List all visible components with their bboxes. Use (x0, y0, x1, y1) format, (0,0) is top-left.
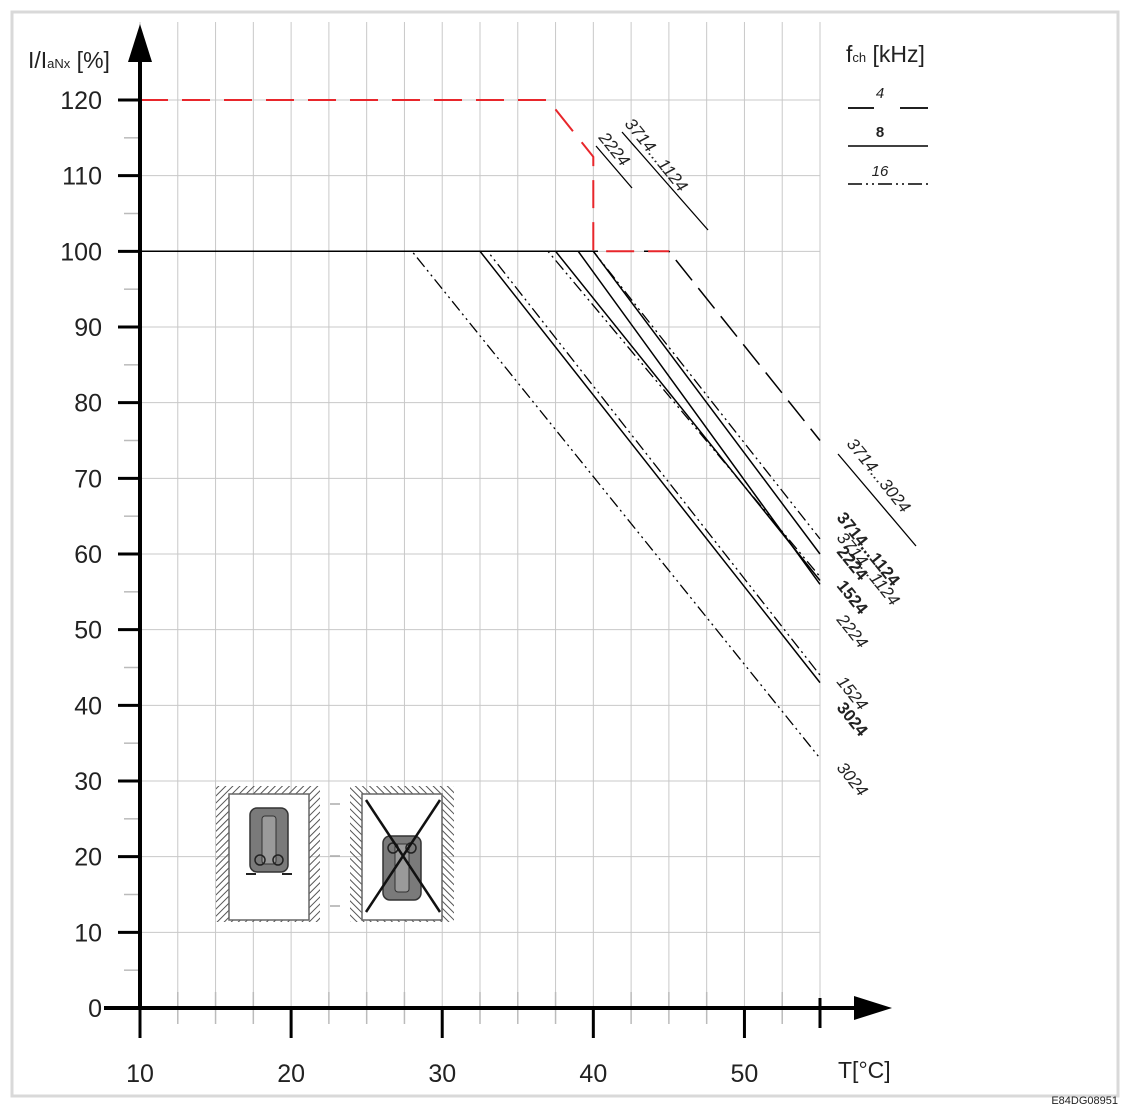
device-fan-left-allowed (254, 854, 266, 866)
y-tick-label: 110 (62, 163, 102, 191)
y-tick-label: 80 (74, 390, 102, 418)
y-tick-label: 70 (74, 465, 102, 493)
end-label-3024-italic: 3024 (833, 759, 872, 800)
series-layer (140, 99, 821, 759)
end-label-3714-3024-underline (837, 453, 917, 547)
top-label-2224-underline (595, 145, 633, 189)
image-code: E84DG08951 (1051, 1095, 1118, 1107)
device-fan-right-allowed (272, 854, 284, 866)
grid (139, 22, 821, 1009)
y-axis-title-main: I/I (28, 47, 47, 73)
y-tick-label: 50 (74, 617, 102, 645)
mounting-icon-forbidden (350, 786, 454, 922)
y-axis-title-sub: aNx (47, 56, 71, 71)
y-axis-title: I/IaNx [%] (28, 47, 110, 73)
cross-line-2 (364, 799, 442, 913)
freq-legend-label-8: 8 (876, 124, 884, 141)
mounting-spacing-marks (330, 803, 340, 907)
freq-legend-label-4: 4 (876, 85, 884, 102)
y-tick-label: 40 (74, 692, 102, 720)
x-tick-label: 20 (277, 1060, 305, 1088)
x-axis-arrow (854, 996, 892, 1020)
outer-frame (10, 10, 1120, 1098)
axis-ticks (118, 98, 822, 1038)
x-tick-label: 50 (731, 1060, 759, 1088)
y-tick-label: 0 (88, 995, 102, 1023)
x-tick-label: 40 (579, 1060, 607, 1088)
x-tick-labels: 10 20 30 40 50 (126, 1060, 758, 1088)
end-label-1524-bold: 1524 (833, 577, 872, 619)
x-axis-title: T[°C] (838, 1057, 891, 1083)
y-axis-title-unit: [%] (70, 47, 110, 73)
y-tick-labels: 0 10 20 30 40 50 60 70 80 90 100 110 120 (60, 87, 102, 1023)
freq-legend-title-sub: ch (852, 50, 866, 65)
freq-legend-label-16: 16 (872, 163, 889, 180)
y-tick-label: 30 (74, 768, 102, 796)
device-face-allowed (261, 815, 277, 865)
end-label-2224-italic: 2224 (832, 610, 871, 652)
y-tick-label: 10 (74, 919, 102, 947)
y-tick-label: 120 (60, 87, 102, 115)
mounting-icon-allowed (216, 786, 320, 922)
y-tick-label: 90 (74, 314, 102, 342)
frequency-legend: fch [kHz] 4 8 16 (846, 41, 928, 185)
freq-legend-title: fch [kHz] (846, 41, 925, 67)
series-line-4khz (140, 99, 669, 253)
series-line-16khz (140, 250, 821, 759)
freq-legend-title-main: f (846, 41, 853, 67)
freq-legend-title-unit: [kHz] (866, 41, 925, 67)
axes (104, 24, 892, 1020)
y-tick-label: 100 (60, 238, 102, 266)
y-axis-arrow (128, 24, 152, 62)
y-tick-label: 20 (74, 844, 102, 872)
x-tick-label: 30 (428, 1060, 456, 1088)
x-tick-label: 10 (126, 1060, 154, 1088)
end-labels: 3714...3024 3714...1124 3714...1124 2224… (832, 435, 917, 800)
top-labels: 3714...1124 2224 (594, 115, 709, 231)
top-label-3714-1124-underline (621, 131, 709, 231)
end-label-3714-3024: 3714...3024 (843, 435, 914, 517)
y-tick-label: 60 (74, 541, 102, 569)
